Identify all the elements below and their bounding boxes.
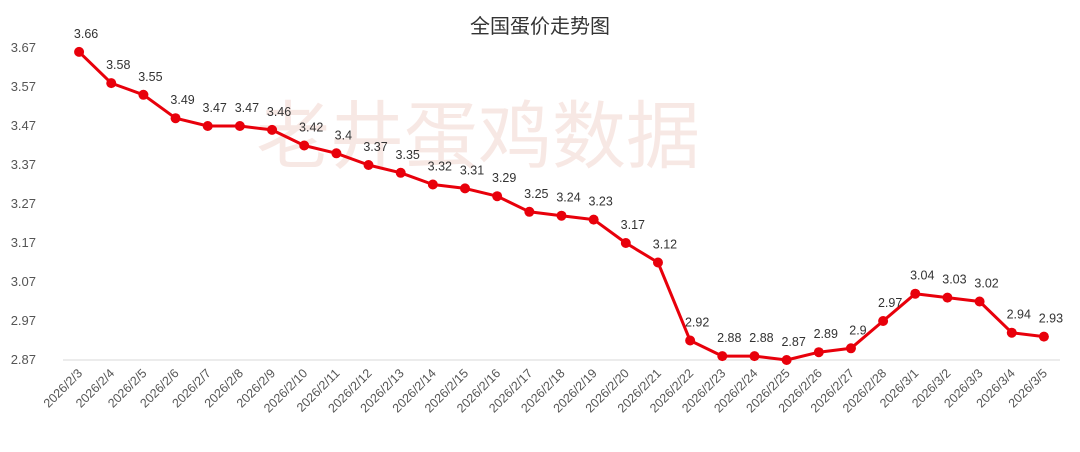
data-point (395, 167, 406, 178)
watermark: 老井蛋鸡数据 (256, 94, 700, 180)
y-tick-label: 3.57 (11, 79, 36, 94)
y-tick-label: 3.47 (11, 118, 36, 133)
data-point (460, 183, 471, 194)
data-point (299, 140, 310, 151)
data-point (74, 46, 85, 57)
series-line (74, 46, 1049, 365)
data-label: 2.94 (1007, 308, 1031, 322)
data-point (717, 351, 728, 362)
data-label: 3.4 (335, 128, 352, 142)
data-label: 3.24 (556, 191, 580, 205)
data-label: 3.47 (235, 101, 259, 115)
data-label: 2.89 (814, 327, 838, 341)
data-label: 3.66 (74, 27, 98, 41)
data-point (363, 160, 374, 170)
data-point (138, 89, 149, 100)
data-point (331, 148, 342, 159)
data-label: 3.29 (492, 171, 516, 185)
data-point (749, 351, 760, 362)
data-label: 2.88 (717, 331, 741, 345)
y-tick-label: 3.67 (11, 40, 36, 55)
data-label: 2.92 (685, 316, 709, 330)
data-point (781, 355, 792, 365)
data-label: 3.17 (621, 218, 645, 232)
data-label: 3.37 (363, 140, 387, 154)
y-axis: 3.67 3.57 3.47 3.37 3.27 3.17 3.07 2.97 2.87 (11, 40, 36, 367)
data-label: 2.87 (781, 335, 805, 349)
y-tick-label: 3.37 (11, 157, 36, 172)
data-label: 3.58 (106, 58, 130, 72)
data-point (1038, 331, 1049, 342)
data-point (652, 257, 663, 268)
data-point (813, 347, 824, 358)
data-point (1006, 327, 1017, 338)
data-point (685, 335, 696, 346)
data-point (492, 191, 503, 202)
data-point (910, 288, 921, 299)
data-point (524, 206, 535, 217)
data-point (556, 210, 567, 221)
data-point (427, 179, 438, 190)
data-label: 2.97 (878, 296, 902, 310)
data-point (942, 292, 953, 303)
data-label: 3.02 (974, 277, 998, 291)
y-tick-label: 3.17 (11, 235, 36, 250)
data-labels: 3.66 3.58 3.55 3.49 3.47 3.47 3.46 3.42 3.4 3.37 3… (74, 27, 1063, 349)
data-point (974, 296, 985, 307)
y-tick-label: 2.87 (11, 352, 36, 367)
data-label: 2.88 (749, 331, 773, 345)
data-label: 2.93 (1039, 312, 1063, 326)
data-label: 3.46 (267, 105, 291, 119)
data-label: 3.42 (299, 121, 323, 135)
data-label: 3.25 (524, 187, 548, 201)
x-axis: 2026/2/32026/2/42026/2/52026/2/62026/2/7… (41, 359, 1060, 415)
data-label: 3.31 (460, 163, 484, 177)
data-point (267, 124, 278, 135)
y-tick-label: 3.27 (11, 196, 36, 211)
data-label: 3.35 (396, 148, 420, 162)
y-tick-label: 2.97 (11, 313, 36, 328)
data-point (106, 78, 117, 89)
chart-title: 全国蛋价走势图 (470, 14, 610, 38)
data-label: 3.03 (942, 273, 966, 287)
data-label: 3.49 (170, 93, 194, 107)
data-point (202, 121, 213, 131)
data-point (878, 316, 889, 326)
data-label: 3.04 (910, 269, 934, 283)
data-point (845, 343, 856, 354)
data-label: 3.55 (138, 70, 162, 84)
y-tick-label: 3.07 (11, 274, 36, 289)
data-label: 3.32 (428, 160, 452, 174)
data-label: 3.12 (653, 238, 677, 252)
data-point (620, 238, 631, 248)
data-point (170, 113, 181, 124)
data-point (588, 214, 599, 225)
data-label: 3.47 (203, 101, 227, 115)
data-label: 3.23 (588, 195, 612, 209)
data-label: 2.9 (849, 323, 866, 337)
data-point (234, 121, 245, 131)
